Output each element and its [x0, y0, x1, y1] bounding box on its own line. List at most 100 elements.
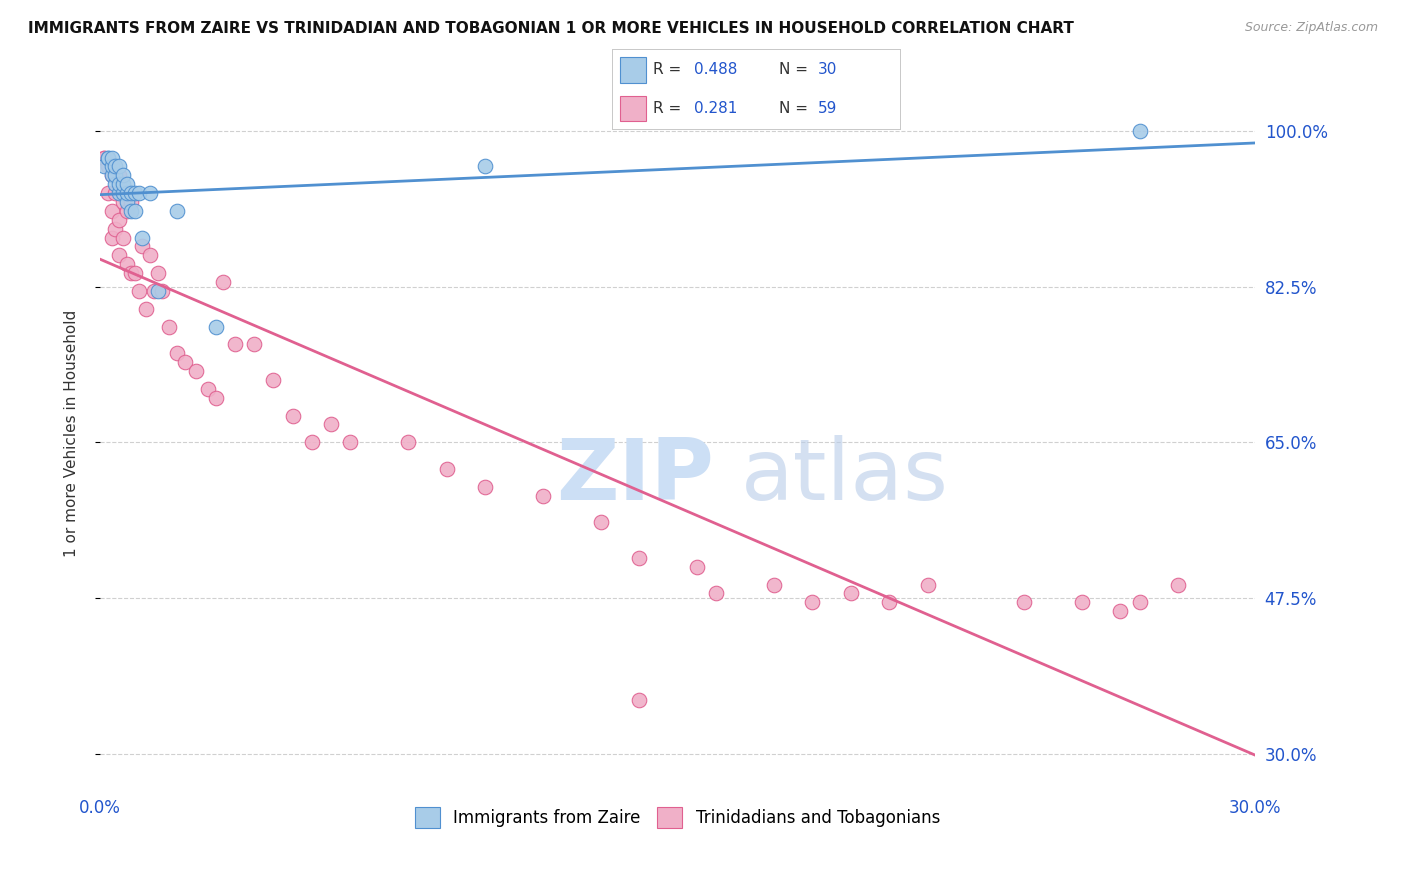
Point — [131, 230, 153, 244]
Text: IMMIGRANTS FROM ZAIRE VS TRINIDADIAN AND TOBAGONIAN 1 OR MORE VEHICLES IN HOUSEH: IMMIGRANTS FROM ZAIRE VS TRINIDADIAN AND… — [28, 21, 1074, 36]
Point — [115, 178, 138, 192]
Point — [801, 595, 824, 609]
Point — [100, 203, 122, 218]
Y-axis label: 1 or more Vehicles in Household: 1 or more Vehicles in Household — [65, 310, 79, 557]
Text: 59: 59 — [818, 101, 837, 116]
Point — [115, 203, 138, 218]
Point — [97, 186, 120, 200]
Point — [93, 160, 115, 174]
Point — [627, 550, 650, 565]
Point — [104, 169, 127, 183]
Point — [139, 248, 162, 262]
Point — [474, 160, 496, 174]
Point — [204, 319, 226, 334]
Point — [100, 151, 122, 165]
Point — [97, 151, 120, 165]
Point — [93, 151, 115, 165]
Point — [100, 160, 122, 174]
Point — [762, 577, 785, 591]
Point — [104, 186, 127, 200]
Point — [112, 194, 135, 209]
Text: R =: R = — [654, 62, 686, 77]
Point — [124, 186, 146, 200]
Point — [112, 169, 135, 183]
Point — [131, 239, 153, 253]
Point — [97, 151, 120, 165]
Point — [686, 559, 709, 574]
Point — [173, 355, 195, 369]
Point — [1128, 595, 1150, 609]
Text: N =: N = — [779, 62, 813, 77]
Point — [112, 230, 135, 244]
Point — [104, 178, 127, 192]
Point — [474, 480, 496, 494]
Point — [839, 586, 862, 600]
Point — [704, 586, 727, 600]
Point — [1167, 577, 1189, 591]
Point — [197, 382, 219, 396]
Point — [112, 178, 135, 192]
Point — [93, 151, 115, 165]
Text: ZIP: ZIP — [557, 434, 714, 517]
Point — [1128, 124, 1150, 138]
Point — [100, 169, 122, 183]
Point — [100, 169, 122, 183]
Point — [157, 319, 180, 334]
Text: N =: N = — [779, 101, 813, 116]
Point — [212, 275, 235, 289]
Point — [531, 489, 554, 503]
Point — [108, 178, 131, 192]
Text: atlas: atlas — [741, 434, 949, 517]
Point — [100, 230, 122, 244]
Point — [281, 409, 304, 423]
Point — [150, 284, 173, 298]
Bar — [620, 95, 647, 121]
Point — [339, 435, 361, 450]
Point — [115, 186, 138, 200]
Point — [917, 577, 939, 591]
Point — [112, 186, 135, 200]
Point — [120, 203, 142, 218]
Point — [243, 337, 266, 351]
Point — [104, 160, 127, 174]
Point — [108, 186, 131, 200]
Point — [589, 516, 612, 530]
Text: 0.281: 0.281 — [693, 101, 737, 116]
Point — [166, 346, 188, 360]
Legend: Immigrants from Zaire, Trinidadians and Tobagonians: Immigrants from Zaire, Trinidadians and … — [408, 801, 946, 834]
Text: 30: 30 — [818, 62, 837, 77]
Bar — [620, 57, 647, 83]
Point — [104, 221, 127, 235]
Point — [396, 435, 419, 450]
Point — [186, 364, 208, 378]
Point — [120, 194, 142, 209]
Point — [627, 693, 650, 707]
Point — [108, 248, 131, 262]
Point — [108, 160, 131, 174]
Point — [301, 435, 323, 450]
Point — [115, 194, 138, 209]
Point — [1109, 604, 1132, 618]
Point — [1070, 595, 1092, 609]
Point — [124, 266, 146, 280]
Point — [108, 169, 131, 183]
Point — [115, 257, 138, 271]
Point — [436, 462, 458, 476]
Text: 0.488: 0.488 — [693, 62, 737, 77]
Point — [166, 203, 188, 218]
Text: Source: ZipAtlas.com: Source: ZipAtlas.com — [1244, 21, 1378, 34]
Point — [120, 266, 142, 280]
Point — [128, 284, 150, 298]
Text: R =: R = — [654, 101, 686, 116]
Point — [146, 266, 169, 280]
Point — [139, 186, 162, 200]
Point — [97, 160, 120, 174]
Point — [108, 212, 131, 227]
Point — [877, 595, 900, 609]
Point — [135, 301, 157, 316]
Point — [128, 186, 150, 200]
Point — [204, 391, 226, 405]
Point — [262, 373, 284, 387]
Point — [120, 186, 142, 200]
Point — [1012, 595, 1035, 609]
